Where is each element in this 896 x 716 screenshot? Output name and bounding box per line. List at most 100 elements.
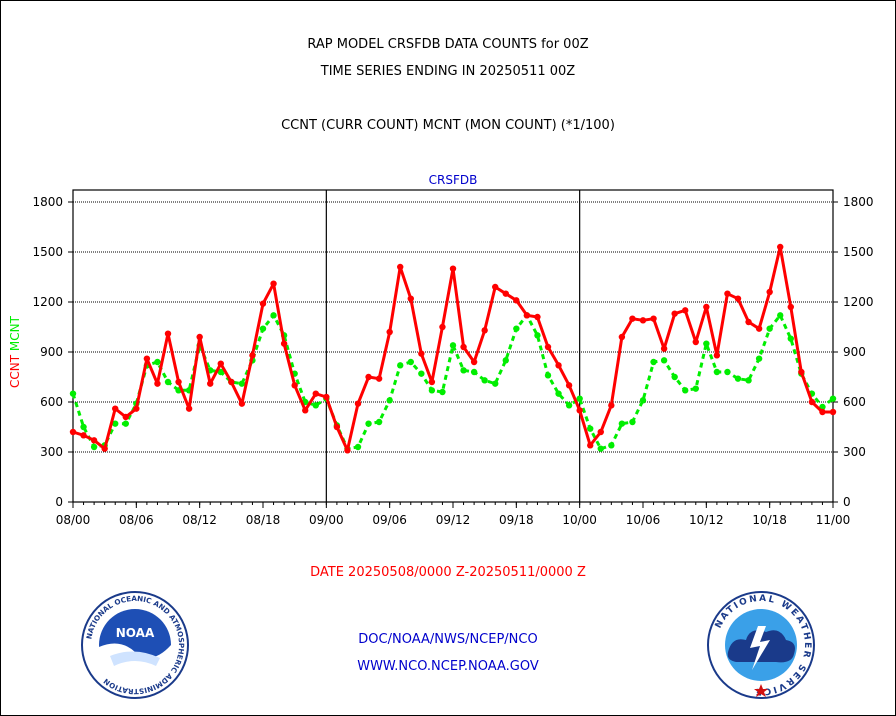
point-ccnt (418, 350, 425, 357)
point-ccnt (555, 362, 562, 369)
point-ccnt (671, 310, 678, 317)
point-ccnt (439, 323, 446, 331)
x-tick-label: 10/12 (689, 513, 724, 527)
point-ccnt (481, 327, 488, 334)
point-ccnt (798, 368, 805, 376)
point-mcnt (671, 373, 678, 381)
point-mcnt (565, 402, 573, 409)
point-mcnt (755, 355, 763, 362)
x-tick-label: 08/06 (119, 513, 154, 527)
point-ccnt (238, 400, 246, 407)
x-tick-label: 10/00 (562, 513, 597, 527)
point-ccnt (734, 295, 742, 302)
point-ccnt (143, 355, 151, 362)
point-ccnt (587, 442, 594, 449)
point-ccnt (375, 375, 383, 382)
x-tick-label: 11/00 (816, 513, 851, 527)
point-ccnt (766, 288, 773, 296)
point-ccnt (291, 382, 298, 389)
point-ccnt (175, 378, 182, 386)
point-ccnt (80, 432, 87, 439)
x-tick-label: 08/18 (246, 513, 281, 527)
point-mcnt (69, 390, 77, 397)
point-ccnt (312, 390, 319, 397)
y-tick-label-left: 600 (40, 395, 63, 409)
point-ccnt (829, 408, 837, 416)
x-tick-label: 09/06 (372, 513, 407, 527)
point-ccnt (703, 303, 710, 311)
point-ccnt (777, 243, 784, 251)
y-tick-label-left: 300 (40, 445, 63, 459)
point-ccnt (90, 437, 98, 444)
point-ccnt (608, 402, 615, 409)
point-mcnt (555, 390, 562, 397)
point-ccnt (808, 398, 816, 406)
point-mcnt (745, 377, 752, 384)
plot-title: CRSFDB (429, 173, 478, 187)
point-ccnt (449, 265, 457, 272)
chart-subtitle: CCNT (CURR COUNT) MCNT (MON COUNT) (*1/1… (281, 118, 615, 133)
point-mcnt (502, 357, 509, 364)
point-ccnt (228, 378, 235, 386)
point-mcnt (544, 372, 552, 379)
y-tick-label-right: 1500 (843, 245, 874, 259)
point-ccnt (354, 400, 362, 407)
point-mcnt (724, 368, 731, 376)
point-ccnt (333, 423, 341, 431)
point-mcnt (481, 377, 488, 384)
y-tick-label-left: 0 (55, 495, 63, 509)
point-ccnt (650, 315, 657, 322)
point-ccnt (207, 380, 214, 387)
point-mcnt (766, 325, 773, 332)
point-ccnt (185, 405, 193, 412)
point-mcnt (375, 418, 383, 426)
nws-logo: NATIONAL WEATHER SERVICE (707, 591, 815, 699)
point-mcnt (829, 395, 837, 402)
point-ccnt (133, 405, 140, 412)
y-axis-label: CCNT MCNT (8, 315, 22, 388)
x-tick-label: 08/00 (56, 513, 91, 527)
point-ccnt (692, 338, 699, 346)
point-ccnt (280, 340, 288, 347)
point-ccnt (302, 407, 309, 414)
y-label-mcnt: MCNT (8, 315, 22, 351)
point-ccnt (513, 297, 520, 304)
point-ccnt (365, 373, 372, 381)
point-mcnt (692, 385, 699, 392)
point-mcnt (587, 425, 594, 432)
y-tick-label-right: 900 (843, 345, 866, 359)
point-mcnt (639, 397, 647, 404)
point-mcnt (386, 397, 393, 404)
point-ccnt (217, 360, 224, 367)
point-mcnt (449, 342, 457, 349)
y-tick-label-left: 900 (40, 345, 63, 359)
point-ccnt (470, 358, 478, 366)
point-ccnt (544, 343, 552, 351)
point-ccnt (724, 290, 731, 297)
point-mcnt (312, 402, 319, 409)
point-ccnt (523, 312, 531, 319)
org-label: DOC/NOAA/NWS/NCEP/NCO (358, 632, 538, 647)
point-ccnt (164, 330, 172, 337)
point-ccnt (787, 303, 794, 311)
point-mcnt (576, 395, 583, 402)
point-mcnt (460, 367, 467, 374)
point-mcnt (734, 375, 742, 382)
point-ccnt (534, 313, 541, 321)
point-mcnt (608, 442, 615, 449)
y-tick-label-right: 600 (843, 395, 866, 409)
point-mcnt (703, 340, 710, 347)
point-ccnt (249, 352, 256, 359)
x-tick-label: 09/12 (436, 513, 471, 527)
point-mcnt (238, 380, 246, 387)
point-ccnt (101, 445, 108, 452)
chart-title-line2: TIME SERIES ENDING IN 20250511 00Z (320, 64, 576, 79)
point-mcnt (470, 368, 478, 376)
point-ccnt (639, 317, 647, 324)
point-mcnt (660, 357, 668, 364)
point-ccnt (745, 318, 752, 326)
point-mcnt (618, 420, 626, 427)
x-tick-label: 10/06 (626, 513, 661, 527)
point-mcnt (629, 418, 636, 426)
point-mcnt (713, 368, 721, 376)
